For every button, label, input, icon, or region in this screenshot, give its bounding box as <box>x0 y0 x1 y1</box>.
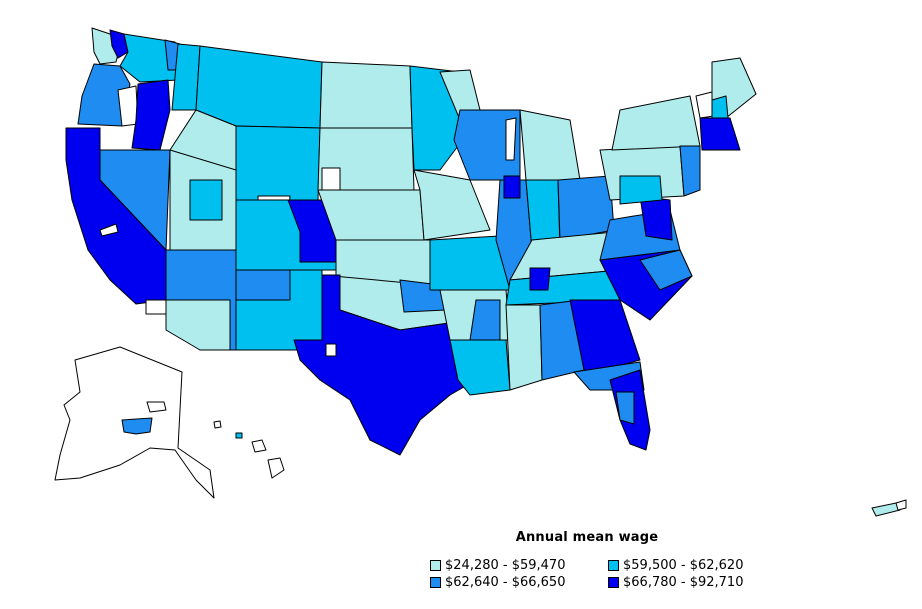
region-anchorage <box>121 417 153 435</box>
region-new-england <box>699 117 741 151</box>
legend-swatch-icon <box>608 576 619 588</box>
legend-swatch-icon <box>608 559 619 571</box>
region-nm-north <box>235 269 291 301</box>
region-fairbanks <box>146 401 167 413</box>
region-nc-east <box>639 249 693 291</box>
puerto-rico <box>871 499 907 517</box>
region-oregon-no-data <box>117 85 139 127</box>
region-sd-nodata <box>321 167 341 191</box>
region-vermont-nh <box>695 91 715 119</box>
region-honolulu <box>235 432 243 439</box>
legend-label: $62,640 - $66,650 <box>445 574 566 590</box>
region-montana <box>195 45 323 129</box>
region-pa-south <box>619 175 663 205</box>
legend-label: $24,280 - $59,470 <box>445 557 566 573</box>
region-texas-nodata <box>325 343 337 357</box>
region-iowa <box>413 169 491 241</box>
region-north-dakota <box>319 61 413 129</box>
legend-grid: $24,280 - $59,470 $59,500 - $62,620 $62,… <box>430 557 760 590</box>
region-wyoming <box>235 125 321 201</box>
region-puerto-rico-east <box>895 499 907 511</box>
us-choropleth-map <box>54 27 907 517</box>
hawaii <box>213 420 285 479</box>
region-hawaii-kauai <box>213 420 222 429</box>
region-michigan <box>519 109 581 181</box>
region-memphis <box>529 267 551 291</box>
region-new-york <box>611 95 701 151</box>
region-washington-east <box>119 33 179 83</box>
region-california <box>65 127 167 305</box>
legend-swatch-icon <box>430 559 441 571</box>
region-texas <box>293 274 477 456</box>
contiguous-us <box>65 27 757 456</box>
legend-title: Annual mean wage <box>515 530 659 545</box>
region-mississippi <box>505 304 543 391</box>
legend-item-1: $24,280 - $59,470 <box>430 557 608 573</box>
region-louisiana <box>449 339 511 396</box>
region-california-nodata-2 <box>145 299 169 315</box>
legend-label: $59,500 - $62,620 <box>623 557 744 573</box>
region-nebraska <box>317 189 425 241</box>
region-ohio <box>557 175 615 241</box>
region-puerto-rico <box>871 502 901 517</box>
legend-item-4: $66,780 - $92,710 <box>608 574 758 590</box>
region-hawaii-maui <box>251 439 267 453</box>
legend-item-3: $62,640 - $66,650 <box>430 574 608 590</box>
region-arizona-south <box>165 299 231 351</box>
legend-swatch-icon <box>430 576 441 588</box>
region-maine-south <box>711 95 729 119</box>
region-california-nodata-1 <box>99 223 119 237</box>
region-utah-slc <box>189 179 223 221</box>
legend-label: $66,780 - $92,710 <box>623 574 744 590</box>
map-legend: Annual mean wage $24,280 - $59,470 $59,5… <box>430 530 760 590</box>
region-new-jersey <box>679 145 701 197</box>
region-seattle <box>109 29 129 59</box>
region-chicago <box>503 175 521 199</box>
region-florida-mid <box>615 391 635 425</box>
region-lake-michigan <box>505 117 517 161</box>
alaska <box>54 346 215 499</box>
region-oregon-central <box>131 79 171 151</box>
region-hawaii-big <box>267 457 285 479</box>
legend-item-2: $59,500 - $62,620 <box>608 557 758 573</box>
region-wisconsin <box>453 109 521 181</box>
